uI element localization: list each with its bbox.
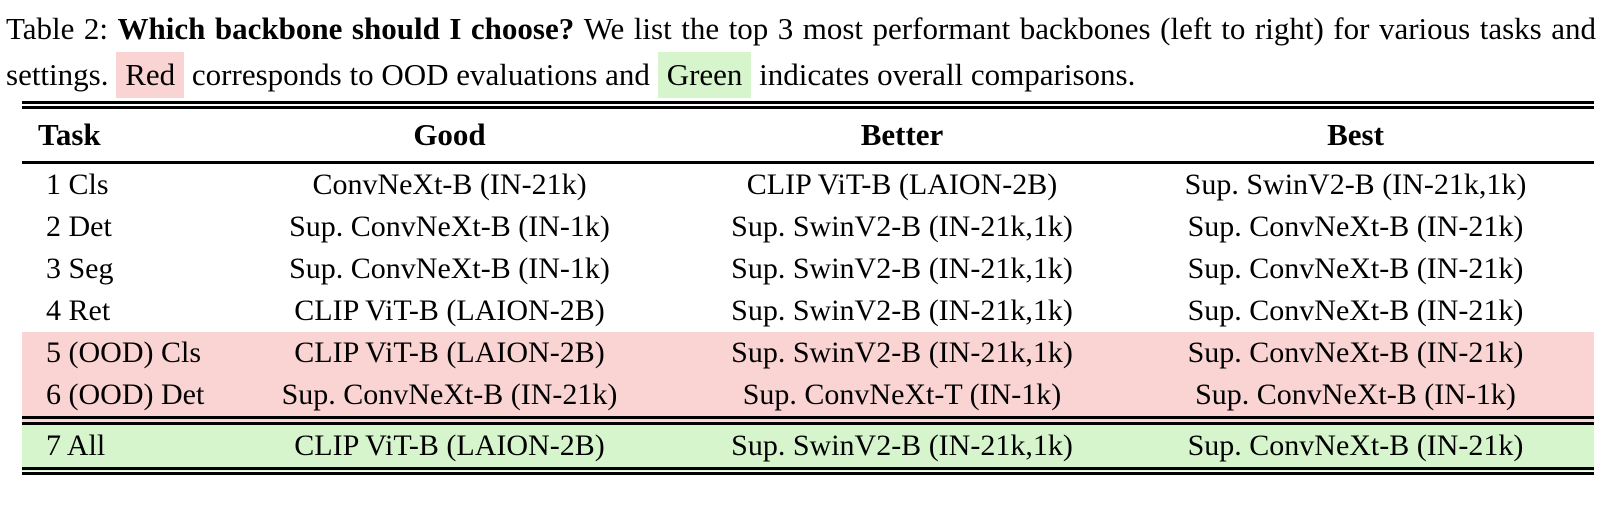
cell-good: Sup. ConvNeXt-B (IN-1k) bbox=[289, 252, 610, 285]
cell-task: 7 All bbox=[46, 429, 106, 462]
header-good: Good bbox=[413, 117, 486, 152]
cell-task: 2 Det bbox=[46, 210, 112, 243]
header-better: Better bbox=[860, 117, 944, 152]
row-ret: 4 Ret CLIP ViT-B (LAION-2B) Sup. SwinV2-… bbox=[22, 290, 1594, 332]
caption-green-highlight: Green bbox=[657, 52, 752, 98]
header-best: Best bbox=[1327, 117, 1384, 152]
table-header: Task Good Better Best bbox=[22, 105, 1594, 163]
header-row: Task Good Better Best bbox=[22, 105, 1594, 163]
cell-task: 4 Ret bbox=[46, 294, 111, 327]
cell-task: 1 Cls bbox=[46, 168, 109, 201]
cell-better: Sup. SwinV2-B (IN-21k,1k) bbox=[731, 252, 1073, 285]
cell-best: Sup. ConvNeXt-B (IN-21k) bbox=[1187, 336, 1524, 369]
cell-good: Sup. ConvNeXt-B (IN-1k) bbox=[289, 210, 610, 243]
cell-better: CLIP ViT-B (LAION-2B) bbox=[746, 168, 1058, 201]
cell-better: Sup. SwinV2-B (IN-21k,1k) bbox=[731, 429, 1073, 462]
row-det: 2 Det Sup. ConvNeXt-B (IN-1k) Sup. SwinV… bbox=[22, 206, 1594, 248]
row-all: 7 All CLIP ViT-B (LAION-2B) Sup. SwinV2-… bbox=[22, 420, 1594, 471]
cell-better: Sup. SwinV2-B (IN-21k,1k) bbox=[731, 294, 1073, 327]
cell-best: Sup. ConvNeXt-B (IN-21k) bbox=[1187, 210, 1524, 243]
cell-best: Sup. ConvNeXt-B (IN-21k) bbox=[1187, 429, 1524, 462]
cell-better: Sup. ConvNeXt-T (IN-1k) bbox=[742, 378, 1062, 411]
row-ood-cls: 5 (OOD) Cls CLIP ViT-B (LAION-2B) Sup. S… bbox=[22, 332, 1594, 374]
caption-text-2: corresponds to OOD evaluations and bbox=[191, 57, 650, 92]
cell-task: 5 (OOD) Cls bbox=[46, 336, 201, 369]
cell-task: 6 (OOD) Det bbox=[46, 378, 205, 411]
cell-good: CLIP ViT-B (LAION-2B) bbox=[294, 294, 605, 327]
cell-good: CLIP ViT-B (LAION-2B) bbox=[294, 336, 605, 369]
row-cls: 1 Cls ConvNeXt-B (IN-21k) CLIP ViT-B (LA… bbox=[22, 163, 1594, 207]
backbone-table: Task Good Better Best 1 Cls ConvNeXt-B (… bbox=[22, 101, 1594, 475]
row-seg: 3 Seg Sup. ConvNeXt-B (IN-1k) Sup. SwinV… bbox=[22, 248, 1594, 290]
cell-good: Sup. ConvNeXt-B (IN-21k) bbox=[281, 378, 618, 411]
cell-good: CLIP ViT-B (LAION-2B) bbox=[294, 429, 605, 462]
caption-label: Table 2: bbox=[6, 11, 109, 46]
cell-better: Sup. SwinV2-B (IN-21k,1k) bbox=[731, 210, 1073, 243]
caption-title: Which backbone should I choose? bbox=[117, 11, 575, 46]
cell-better: Sup. SwinV2-B (IN-21k,1k) bbox=[731, 336, 1073, 369]
cell-best: Sup. ConvNeXt-B (IN-21k) bbox=[1187, 294, 1524, 327]
cell-best: Sup. ConvNeXt-B (IN-1k) bbox=[1195, 378, 1516, 411]
caption-red-highlight: Red bbox=[116, 52, 185, 98]
cell-best: Sup. ConvNeXt-B (IN-21k) bbox=[1187, 252, 1524, 285]
table-caption: Table 2: Which backbone should I choose?… bbox=[6, 6, 1596, 98]
caption-text-1: We list the top 3 most performant backbo… bbox=[6, 11, 1596, 92]
header-task: Task bbox=[38, 117, 101, 152]
row-ood-det: 6 (OOD) Det Sup. ConvNeXt-B (IN-21k) Sup… bbox=[22, 374, 1594, 421]
cell-good: ConvNeXt-B (IN-21k) bbox=[312, 168, 587, 201]
cell-best: Sup. SwinV2-B (IN-21k,1k) bbox=[1184, 168, 1527, 201]
table-body: 1 Cls ConvNeXt-B (IN-21k) CLIP ViT-B (LA… bbox=[22, 163, 1594, 471]
caption-text-3: indicates overall comparisons. bbox=[759, 57, 1136, 92]
cell-task: 3 Seg bbox=[46, 252, 114, 285]
